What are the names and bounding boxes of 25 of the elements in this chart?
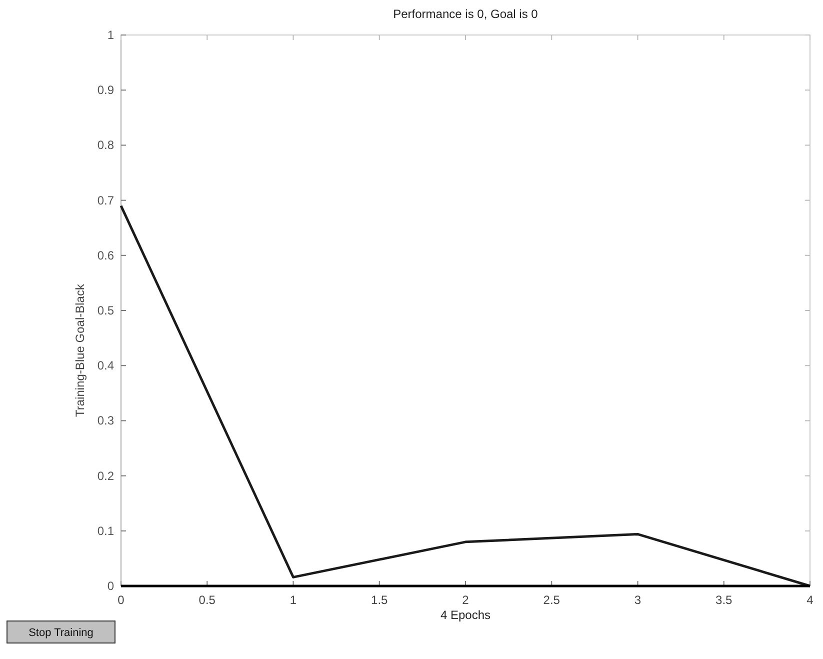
x-tick-label: 0 [118, 593, 125, 607]
y-tick-label: 0.4 [97, 358, 114, 373]
x-tick-label: 1.5 [371, 593, 388, 607]
stop-button: Stop Training [6, 620, 116, 644]
x-axis-title: 4 Epochs [440, 608, 491, 622]
x-tick-label: 2 [462, 593, 470, 607]
y-tick-label: 0.7 [97, 193, 114, 208]
x-tick-label: 4 [806, 593, 814, 607]
x-tick-label: 3 [634, 593, 642, 607]
y-tick-label: 0.3 [97, 414, 114, 428]
y-tick-label: 0.1 [97, 524, 114, 538]
chart-title: Performance is 0, Goal is 0 [393, 7, 538, 21]
y-tick-label: 0.6 [97, 248, 114, 262]
x-tick-label: 1 [290, 593, 297, 607]
y-tick-label: 0.5 [97, 304, 114, 318]
y-axis-title: Training-Blue Goal-Black [73, 283, 87, 417]
x-tick-label: 3.5 [716, 593, 733, 607]
x-tick-label: 2.5 [543, 593, 560, 607]
y-tick-label: 0.8 [97, 138, 114, 152]
y-tick-label: 0.9 [97, 83, 114, 98]
line-series [120, 204, 812, 588]
x-tick-label: 0.5 [198, 593, 216, 607]
y-tick-label: 0.2 [97, 468, 114, 483]
y-tick-label: 0 [107, 579, 114, 593]
y-tick-label: 1 [107, 28, 114, 42]
